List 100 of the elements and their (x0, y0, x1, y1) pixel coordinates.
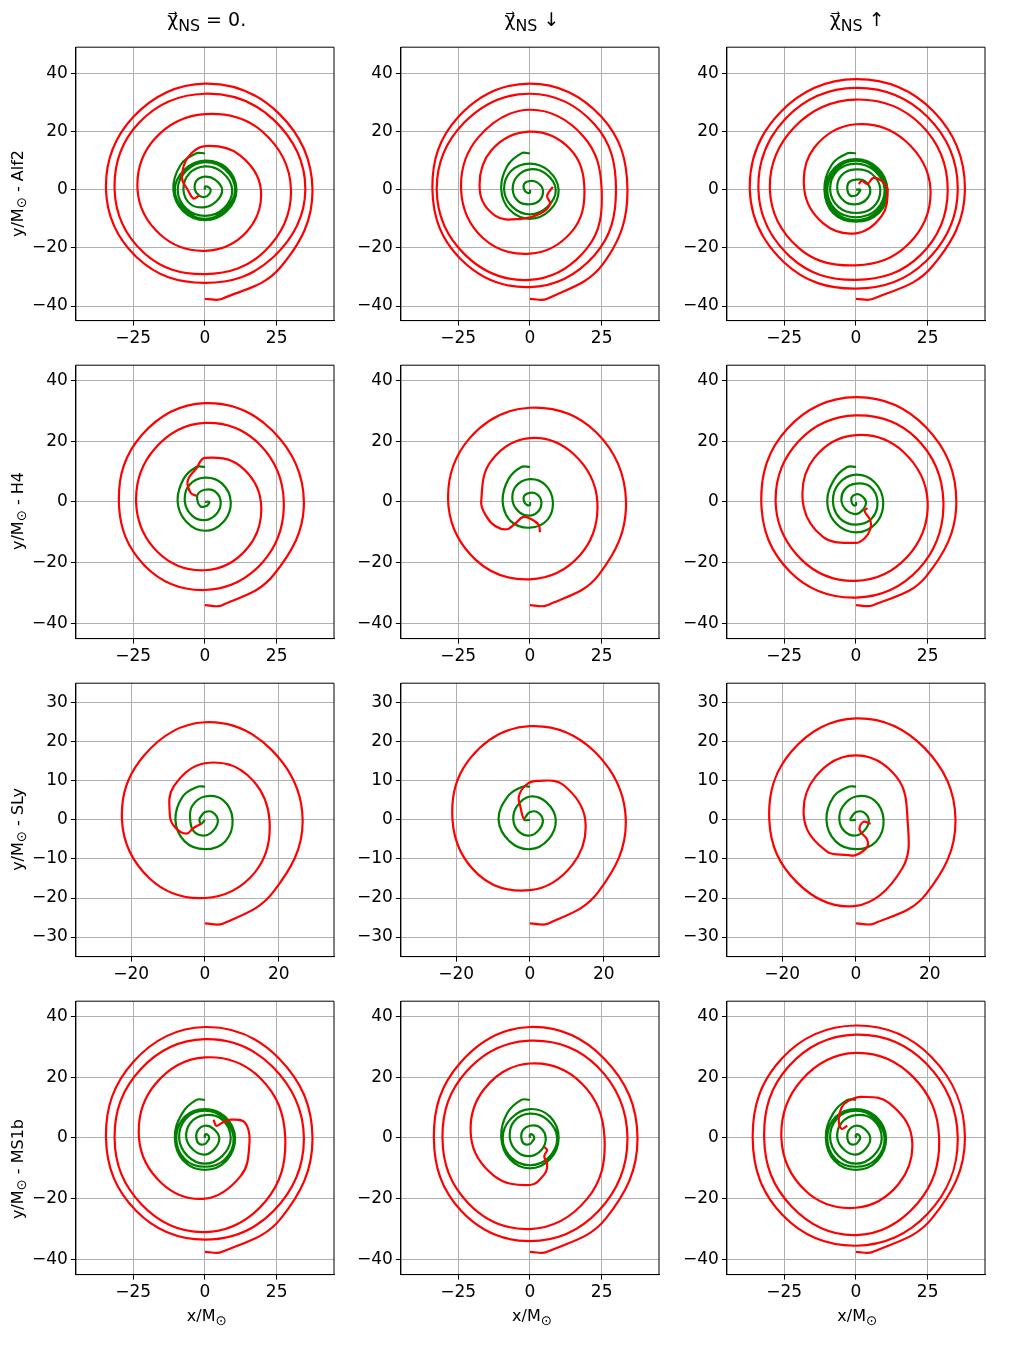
line-series (447, 406, 628, 608)
x-tick-label: 20 (268, 963, 290, 984)
x-axis-title: x/M$_{⊙}$ (185, 1306, 228, 1329)
y-tick-label: 20 (46, 730, 69, 751)
y-tick-label: 10 (696, 769, 719, 790)
x-tick-label: −25 (440, 645, 477, 666)
x-tick-label: −25 (766, 645, 802, 666)
x-tick-label: 0 (199, 963, 211, 984)
x-tick-label: 25 (266, 645, 288, 666)
y-tick-label: 30 (696, 691, 719, 712)
y-tick-label: 0 (382, 490, 394, 511)
y-tick-label: 30 (46, 691, 69, 712)
line-series (825, 785, 885, 851)
x-tick-label: 0 (850, 327, 862, 348)
y-tick-label: 0 (382, 178, 394, 199)
line-series (173, 1098, 237, 1171)
y-tick-label: 0 (707, 808, 719, 829)
y-tick-label: −20 (357, 236, 394, 257)
x-tick-label: 0 (199, 645, 211, 666)
x-tick-label: −25 (440, 1281, 477, 1302)
y-tick-label: 20 (696, 119, 719, 140)
y-tick-label: −40 (32, 1247, 69, 1268)
x-tick-label: 0 (850, 645, 862, 666)
x-tick-label: −20 (438, 963, 475, 984)
x-axis-title: x/M$_{⊙}$ (836, 1306, 879, 1329)
x-tick-label: 0 (524, 327, 536, 348)
y-tick-label: −20 (682, 886, 719, 907)
line-series (105, 82, 314, 300)
y-tick-label: −20 (357, 551, 394, 572)
x-tick-label: −20 (763, 963, 800, 984)
y-tick-label: −30 (682, 925, 719, 946)
y-tick-label: −10 (682, 847, 719, 868)
x-tick-label: 25 (916, 1281, 939, 1302)
y-tick-label: 0 (707, 490, 719, 511)
x-tick-label: 25 (591, 645, 613, 666)
line-series (501, 465, 555, 529)
y-tick-label: 0 (57, 490, 69, 511)
line-series (825, 465, 884, 534)
y-tick-label: −30 (32, 925, 69, 946)
y-tick-label: 10 (371, 769, 394, 790)
y-tick-label: 40 (696, 1004, 719, 1025)
line-series (759, 396, 958, 607)
y-tick-label: 20 (696, 1065, 719, 1086)
y-tick-label: −20 (682, 551, 719, 572)
line-series (500, 151, 561, 220)
x-tick-label: 0 (199, 327, 211, 348)
x-tick-label: 0 (524, 963, 536, 984)
x-tick-label: 0 (524, 645, 536, 666)
x-tick-label: 25 (591, 327, 613, 348)
y-tick-label: −20 (357, 886, 394, 907)
y-tick-label: 0 (382, 808, 394, 829)
y-tick-label: −10 (32, 847, 69, 868)
x-tick-label: −25 (766, 327, 802, 348)
y-tick-label: −40 (357, 1247, 394, 1268)
line-series (174, 785, 234, 851)
y-tick-label: 0 (57, 1126, 69, 1147)
x-tick-label: 0 (199, 1281, 211, 1302)
y-tick-label: 30 (371, 691, 394, 712)
x-tick-label: 0 (850, 963, 862, 984)
y-tick-label: 20 (371, 730, 394, 751)
line-series (824, 1098, 887, 1171)
y-tick-label: −10 (357, 847, 394, 868)
x-tick-label: 25 (916, 645, 939, 666)
y-tick-label: −20 (32, 551, 69, 572)
y-tick-label: 10 (46, 769, 69, 790)
x-tick-label: −25 (115, 1281, 152, 1302)
y-tick-label: 0 (57, 808, 69, 829)
y-tick-label: 40 (46, 61, 69, 82)
x-tick-label: 25 (916, 327, 939, 348)
y-tick-label: −30 (357, 925, 394, 946)
x-tick-label: 25 (266, 1281, 288, 1302)
y-tick-label: 20 (371, 1065, 394, 1086)
x-tick-label: 20 (593, 963, 615, 984)
line-series (176, 465, 233, 532)
y-tick-label: 20 (371, 429, 394, 450)
line-series (120, 721, 304, 926)
y-tick-label: −20 (32, 236, 69, 257)
x-tick-label: −25 (766, 1281, 802, 1302)
y-tick-label: 0 (707, 1126, 719, 1147)
x-tick-label: 0 (850, 1281, 862, 1302)
x-tick-label: 20 (918, 963, 941, 984)
line-series (117, 402, 306, 608)
y-tick-label: 0 (57, 178, 69, 199)
y-tick-label: 20 (696, 429, 719, 450)
y-tick-label: −40 (682, 294, 719, 315)
y-tick-label: 20 (46, 429, 69, 450)
x-tick-label: −20 (113, 963, 150, 984)
y-tick-label: −20 (682, 236, 719, 257)
y-tick-label: 40 (696, 368, 719, 389)
y-tick-label: 20 (46, 1065, 69, 1086)
y-tick-label: 40 (46, 1004, 69, 1025)
x-tick-label: −25 (115, 645, 152, 666)
line-series (431, 82, 630, 300)
line-series (172, 151, 238, 222)
y-tick-label: −20 (32, 886, 69, 907)
x-tick-label: 25 (591, 1281, 613, 1302)
line-series (748, 78, 966, 300)
y-tick-label: −20 (32, 1187, 69, 1208)
chart-title: χ⃗$_{NS}$ ↑ (828, 8, 886, 35)
x-tick-label: −25 (440, 327, 477, 348)
